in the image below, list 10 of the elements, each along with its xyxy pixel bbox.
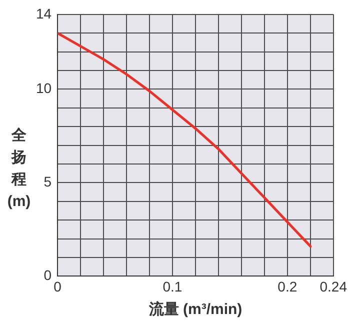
- x-tick-label: 0.24: [320, 278, 348, 294]
- y-tick-label: 14: [36, 5, 52, 22]
- y-axis-title: 全扬程 (m): [6, 126, 32, 212]
- x-tick-label: 0.1: [162, 278, 182, 294]
- x-tick-label: 0.2: [278, 278, 298, 294]
- y-tick-label: 0: [44, 267, 52, 284]
- y-tick-label: 10: [36, 80, 52, 96]
- y-tick-label: 5: [44, 174, 52, 190]
- x-axis-title: 流量 (m³/min): [148, 300, 242, 318]
- x-tick-label: 0: [54, 278, 62, 294]
